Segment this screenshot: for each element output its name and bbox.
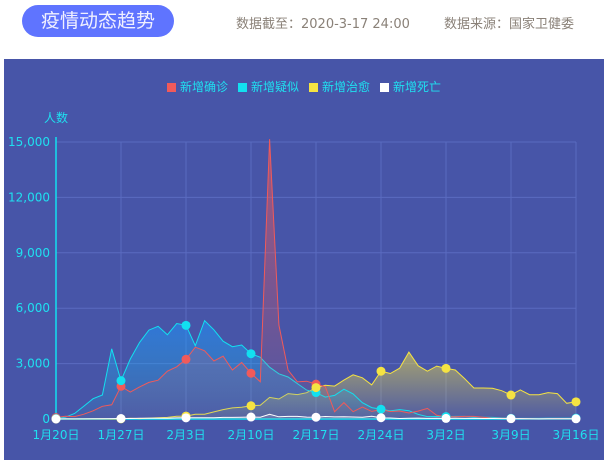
x-tick-label: 2月24日 xyxy=(358,428,405,442)
legend-item[interactable]: 新增确诊 xyxy=(166,80,228,94)
data-point xyxy=(246,401,256,411)
data-point xyxy=(441,413,451,423)
data-point xyxy=(506,390,516,400)
x-tick-label: 1月20日 xyxy=(33,428,80,442)
data-point xyxy=(246,412,256,422)
legend-item[interactable]: 新增死亡 xyxy=(380,80,441,94)
data-point xyxy=(116,414,126,424)
data-updated-time: 数据截至：2020-3-17 24:00 xyxy=(236,17,410,32)
page-title: 疫情动态趋势 xyxy=(22,5,174,37)
y-tick-label: 3,000 xyxy=(16,357,50,371)
y-tick-label: 9,000 xyxy=(16,246,50,260)
legend-item[interactable]: 新增疑似 xyxy=(237,80,299,94)
chart-legend: 新增确诊 新增疑似 新增治愈 新增死亡 xyxy=(0,78,608,95)
legend-swatch xyxy=(237,83,247,92)
data-point xyxy=(246,368,256,378)
data-point xyxy=(116,376,126,386)
y-tick-label: 0 xyxy=(42,412,50,426)
data-source: 数据来源：国家卫健委 xyxy=(444,17,575,32)
data-point xyxy=(441,363,451,373)
legend-swatch xyxy=(166,83,176,92)
x-tick-label: 3月2日 xyxy=(426,428,465,442)
data-point xyxy=(181,320,191,330)
data-point xyxy=(376,366,386,376)
data-point xyxy=(571,414,581,424)
data-point xyxy=(506,414,516,424)
legend-label: 新增治愈 xyxy=(322,80,371,94)
data-point xyxy=(311,412,321,422)
y-axis-label: 人数 xyxy=(44,110,68,125)
x-tick-label: 1月27日 xyxy=(98,428,145,442)
x-tick-label: 2月17日 xyxy=(293,428,340,442)
x-tick-label: 2月3日 xyxy=(166,428,205,442)
data-point xyxy=(571,397,581,407)
y-tick-label: 6,000 xyxy=(16,301,50,315)
y-tick-label: 15,000 xyxy=(8,135,50,149)
data-point xyxy=(181,354,191,364)
x-tick-label: 3月16日 xyxy=(553,428,600,442)
x-tick-label: 3月9日 xyxy=(491,428,530,442)
data-point xyxy=(51,414,61,424)
legend-label: 新增死亡 xyxy=(393,80,442,94)
legend-label: 新增确诊 xyxy=(179,80,228,94)
y-tick-label: 12,000 xyxy=(8,190,50,204)
legend-label: 新增疑似 xyxy=(250,80,299,94)
legend-item[interactable]: 新增治愈 xyxy=(309,80,370,94)
data-point xyxy=(311,383,321,393)
data-point xyxy=(181,413,191,423)
legend-swatch xyxy=(380,83,390,92)
legend-swatch xyxy=(309,83,318,92)
data-point xyxy=(376,404,386,414)
data-point xyxy=(246,349,256,359)
data-point xyxy=(376,413,386,423)
x-tick-label: 2月10日 xyxy=(228,428,275,442)
